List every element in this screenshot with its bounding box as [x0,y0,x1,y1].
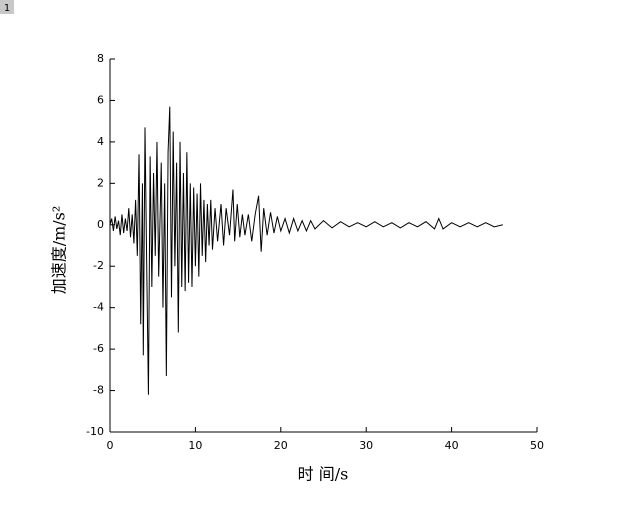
y-tick-label: -2 [93,259,104,272]
x-tick-label: 30 [359,439,373,452]
panel-badge [0,0,14,14]
x-tick-label: 20 [274,439,288,452]
x-tick-label: 10 [188,439,202,452]
x-axis-label: 时 间/s [298,465,349,484]
x-tick-label: 40 [445,439,459,452]
data-line [109,106,503,395]
y-tick-label: -10 [86,425,104,438]
panel-label: 1 [4,3,10,14]
x-tick-label: 0 [107,439,114,452]
y-tick-label: 8 [97,52,104,65]
x-tick-label: 50 [530,439,544,452]
y-tick-label: -8 [93,384,104,397]
y-tick-label: 0 [97,218,104,231]
y-axis-label: 加速度/m/s² [50,206,69,295]
y-tick-label: 2 [97,176,104,189]
y-tick-label: 6 [97,93,104,106]
y-tick-label: -4 [93,301,104,314]
y-tick-label: -6 [93,342,104,355]
y-tick-label: 4 [97,135,104,148]
